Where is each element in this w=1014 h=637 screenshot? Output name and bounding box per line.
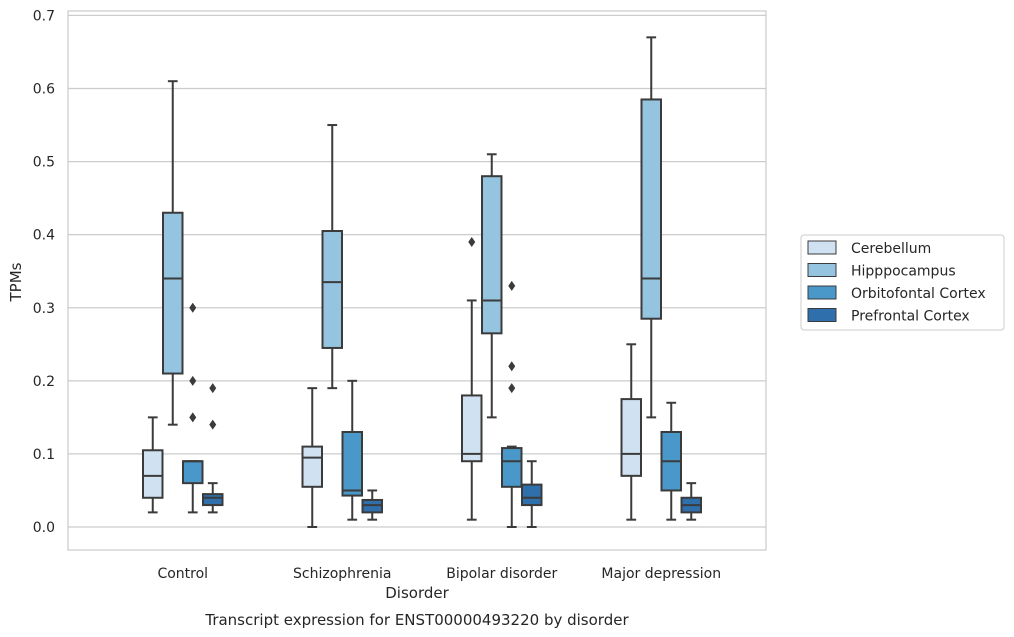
- legend-entry: Hipppocampus: [851, 264, 956, 280]
- outlier-point: [209, 383, 217, 394]
- legend: Cerebellum Hipppocampus Orbitofontal Corte…: [800, 234, 1005, 331]
- legend-swatch: [807, 263, 837, 277]
- box-prefrontal-cortex: [521, 460, 543, 528]
- outlier-point: [189, 412, 197, 423]
- box-iqr: [481, 175, 503, 335]
- outlier-point: [189, 375, 197, 386]
- box-iqr: [361, 498, 383, 514]
- y-tick-label: 0.6: [33, 82, 55, 98]
- box-iqr: [640, 98, 662, 320]
- x-tick-label: Bipolar disorder: [446, 566, 557, 582]
- x-tick-label: Control: [157, 566, 208, 582]
- legend-entry: Prefrontal Cortex: [851, 309, 970, 325]
- box-iqr: [341, 430, 363, 497]
- box-hipppocampus: [162, 80, 184, 426]
- box-iqr: [501, 447, 523, 488]
- y-axis-label: TPMs: [7, 262, 25, 302]
- y-tick-label: 0.4: [33, 228, 55, 244]
- outlier-point: [209, 419, 217, 430]
- box-prefrontal-cortex: [202, 383, 224, 514]
- chart-title: Transcript expression for ENST0000049322…: [204, 611, 629, 629]
- box-iqr: [321, 230, 343, 349]
- y-tick-label: 0.7: [33, 8, 55, 24]
- x-axis-label: Disorder: [385, 584, 449, 602]
- box-cerebellum: [301, 387, 323, 528]
- box-orbitofontal-cortex: [501, 280, 523, 528]
- outlier-point: [508, 280, 516, 291]
- legend-swatch: [807, 240, 837, 255]
- box-hipppocampus: [640, 36, 662, 419]
- box-iqr: [182, 460, 204, 485]
- box-prefrontal-cortex: [680, 482, 702, 521]
- outlier-point: [468, 236, 476, 247]
- legend-swatch: [807, 308, 837, 322]
- box-iqr: [142, 449, 164, 499]
- box-iqr: [521, 483, 543, 507]
- y-tick-label: 0.0: [33, 520, 55, 536]
- x-tick-labels: Control Schizophrenia Bipolar disorder Majo…: [157, 566, 721, 582]
- box-hipppocampus: [481, 153, 503, 419]
- legend-swatch: [807, 285, 837, 300]
- box-hipppocampus: [321, 124, 343, 390]
- legend-entry: Orbitofontal Cortex: [851, 286, 986, 302]
- outlier-point: [189, 302, 197, 313]
- x-tick-label: Schizophrenia: [293, 566, 391, 582]
- x-tick-label: Major depression: [601, 566, 721, 582]
- box-iqr: [461, 394, 483, 463]
- y-tick-label: 0.3: [33, 301, 55, 317]
- legend-frame: [800, 234, 1005, 331]
- box-cerebellum: [461, 236, 483, 521]
- box-prefrontal-cortex: [361, 489, 383, 521]
- box-cerebellum: [142, 416, 164, 514]
- box-orbitofontal-cortex: [341, 379, 363, 521]
- box-orbitofontal-cortex: [182, 302, 204, 514]
- box-iqr: [301, 445, 323, 488]
- y-tick-label: 0.5: [33, 155, 55, 171]
- y-tick-label: 0.1: [33, 447, 55, 463]
- y-tick-labels: 0.0 0.1 0.2 0.3 0.4 0.5 0.6 0.7: [33, 8, 55, 536]
- legend-entry: Cerebellum: [851, 241, 931, 257]
- y-tick-label: 0.2: [33, 374, 55, 390]
- box-groups: [142, 36, 702, 528]
- box-orbitofontal-cortex: [660, 401, 682, 521]
- outlier-point: [508, 361, 516, 372]
- box-iqr: [162, 211, 184, 375]
- outlier-point: [508, 383, 516, 394]
- box-iqr: [620, 398, 642, 477]
- box-iqr: [202, 493, 224, 507]
- box-cerebellum: [620, 343, 642, 521]
